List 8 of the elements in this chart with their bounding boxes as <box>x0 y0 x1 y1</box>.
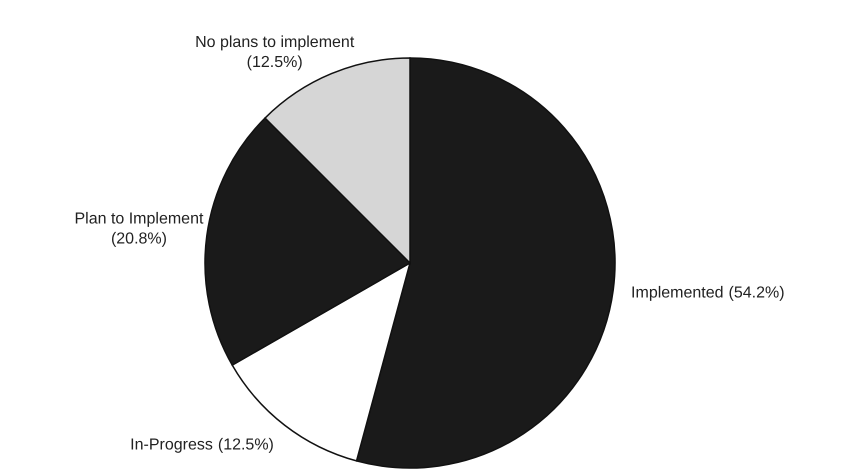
data-label: (12.5%) <box>218 436 274 454</box>
slice-label: Implemented <box>631 284 724 302</box>
data-label: (20.8%) <box>110 230 167 248</box>
slice-label: No plans to implement <box>195 34 355 51</box>
data-label: (12.5%) <box>246 54 303 71</box>
slice-label: In-Progress <box>130 436 213 454</box>
data-label: (54.2%) <box>728 284 785 302</box>
slice-label: Plan to Implement <box>74 210 204 228</box>
